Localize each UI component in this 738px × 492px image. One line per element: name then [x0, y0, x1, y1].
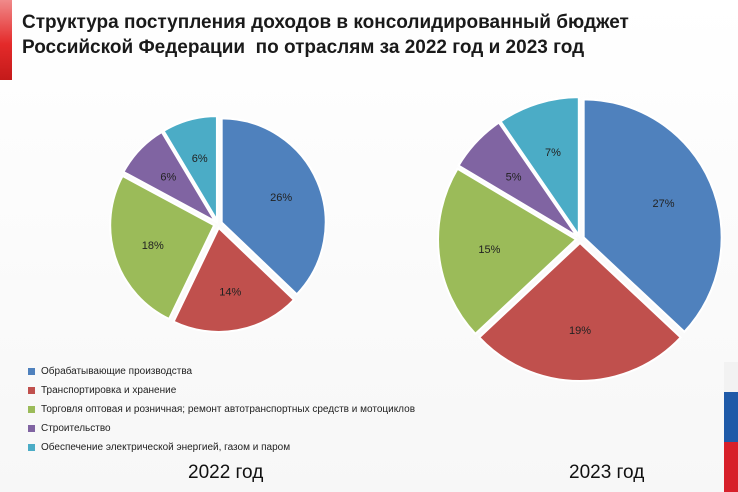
legend-label-energy: Обеспечение электрической энергией, газо…	[41, 442, 291, 453]
legend-label-manufacturing: Обрабатывающие производства	[41, 366, 193, 377]
pie-label-2023-energy: 7%	[545, 147, 561, 159]
left-accent-bar	[0, 0, 12, 80]
pie-slice-2022-construction	[122, 130, 218, 224]
year-label-2022: 2022 год	[188, 462, 264, 483]
pie-slice-2023-manufacturing	[582, 98, 723, 334]
pie-label-2023-construction: 5%	[506, 172, 522, 184]
pie-label-2022-trade: 18%	[142, 240, 164, 252]
legend-label-transport: Транспортировка и хранение	[41, 385, 177, 396]
pie-label-2022-energy: 6%	[192, 153, 208, 165]
pie-slice-2023-energy	[499, 96, 580, 239]
flag-red-stripe	[724, 442, 738, 492]
legend-item-transport: Транспортировка и хранение	[28, 381, 415, 400]
pie-slice-2023-transport	[477, 241, 683, 382]
pie-slice-2022-transport	[172, 226, 296, 333]
flag-blue-stripe	[724, 392, 738, 442]
legend-item-manufacturing: Обрабатывающие производства	[28, 362, 415, 381]
pie-label-2023-trade: 15%	[478, 244, 500, 256]
legend-item-construction: Строительство	[28, 419, 415, 438]
pie-label-2023-manufacturing: 27%	[653, 198, 675, 210]
pie-slice-2022-manufacturing	[220, 117, 327, 296]
slide-title: Структура поступления доходов в консолид…	[22, 10, 662, 60]
flag-white-stripe	[724, 362, 738, 392]
pie-label-2022-manufacturing: 26%	[270, 192, 292, 204]
legend-swatch-transport	[28, 387, 35, 394]
year-label-2023: 2023 год	[569, 462, 645, 483]
right-flag-bar	[724, 362, 738, 492]
slide-title-line-2: Российской Федерации по отраслям за 2022…	[22, 37, 585, 58]
legend-swatch-construction	[28, 425, 35, 432]
legend-swatch-energy	[28, 444, 35, 451]
legend-label-trade: Торговля оптовая и розничная; ремонт авт…	[41, 404, 416, 415]
legend-swatch-trade	[28, 406, 35, 413]
slide-title-line-1: Структура поступления доходов в консолид…	[22, 12, 629, 33]
pie-label-2023-transport: 19%	[569, 325, 591, 337]
legend-label-construction: Строительство	[41, 423, 111, 434]
pie-slice-2022-trade	[109, 174, 216, 321]
pie-label-2022-construction: 6%	[160, 172, 176, 184]
pie-label-2022-transport: 14%	[219, 287, 241, 299]
chart-legend: Обрабатывающие производства Транспортиро…	[28, 362, 415, 457]
legend-item-trade: Торговля оптовая и розничная; ремонт авт…	[28, 400, 415, 419]
pie-chart-2023: 27% 19% 15% 5% 7%	[437, 96, 723, 382]
legend-item-energy: Обеспечение электрической энергией, газо…	[28, 438, 415, 457]
pie-slice-2023-construction	[457, 121, 578, 238]
pie-slice-2022-energy	[162, 115, 218, 224]
pie-slice-2023-trade	[437, 167, 578, 336]
legend-swatch-manufacturing	[28, 368, 35, 375]
pie-chart-2022: 26% 14% 18% 6% 6%	[109, 115, 327, 333]
